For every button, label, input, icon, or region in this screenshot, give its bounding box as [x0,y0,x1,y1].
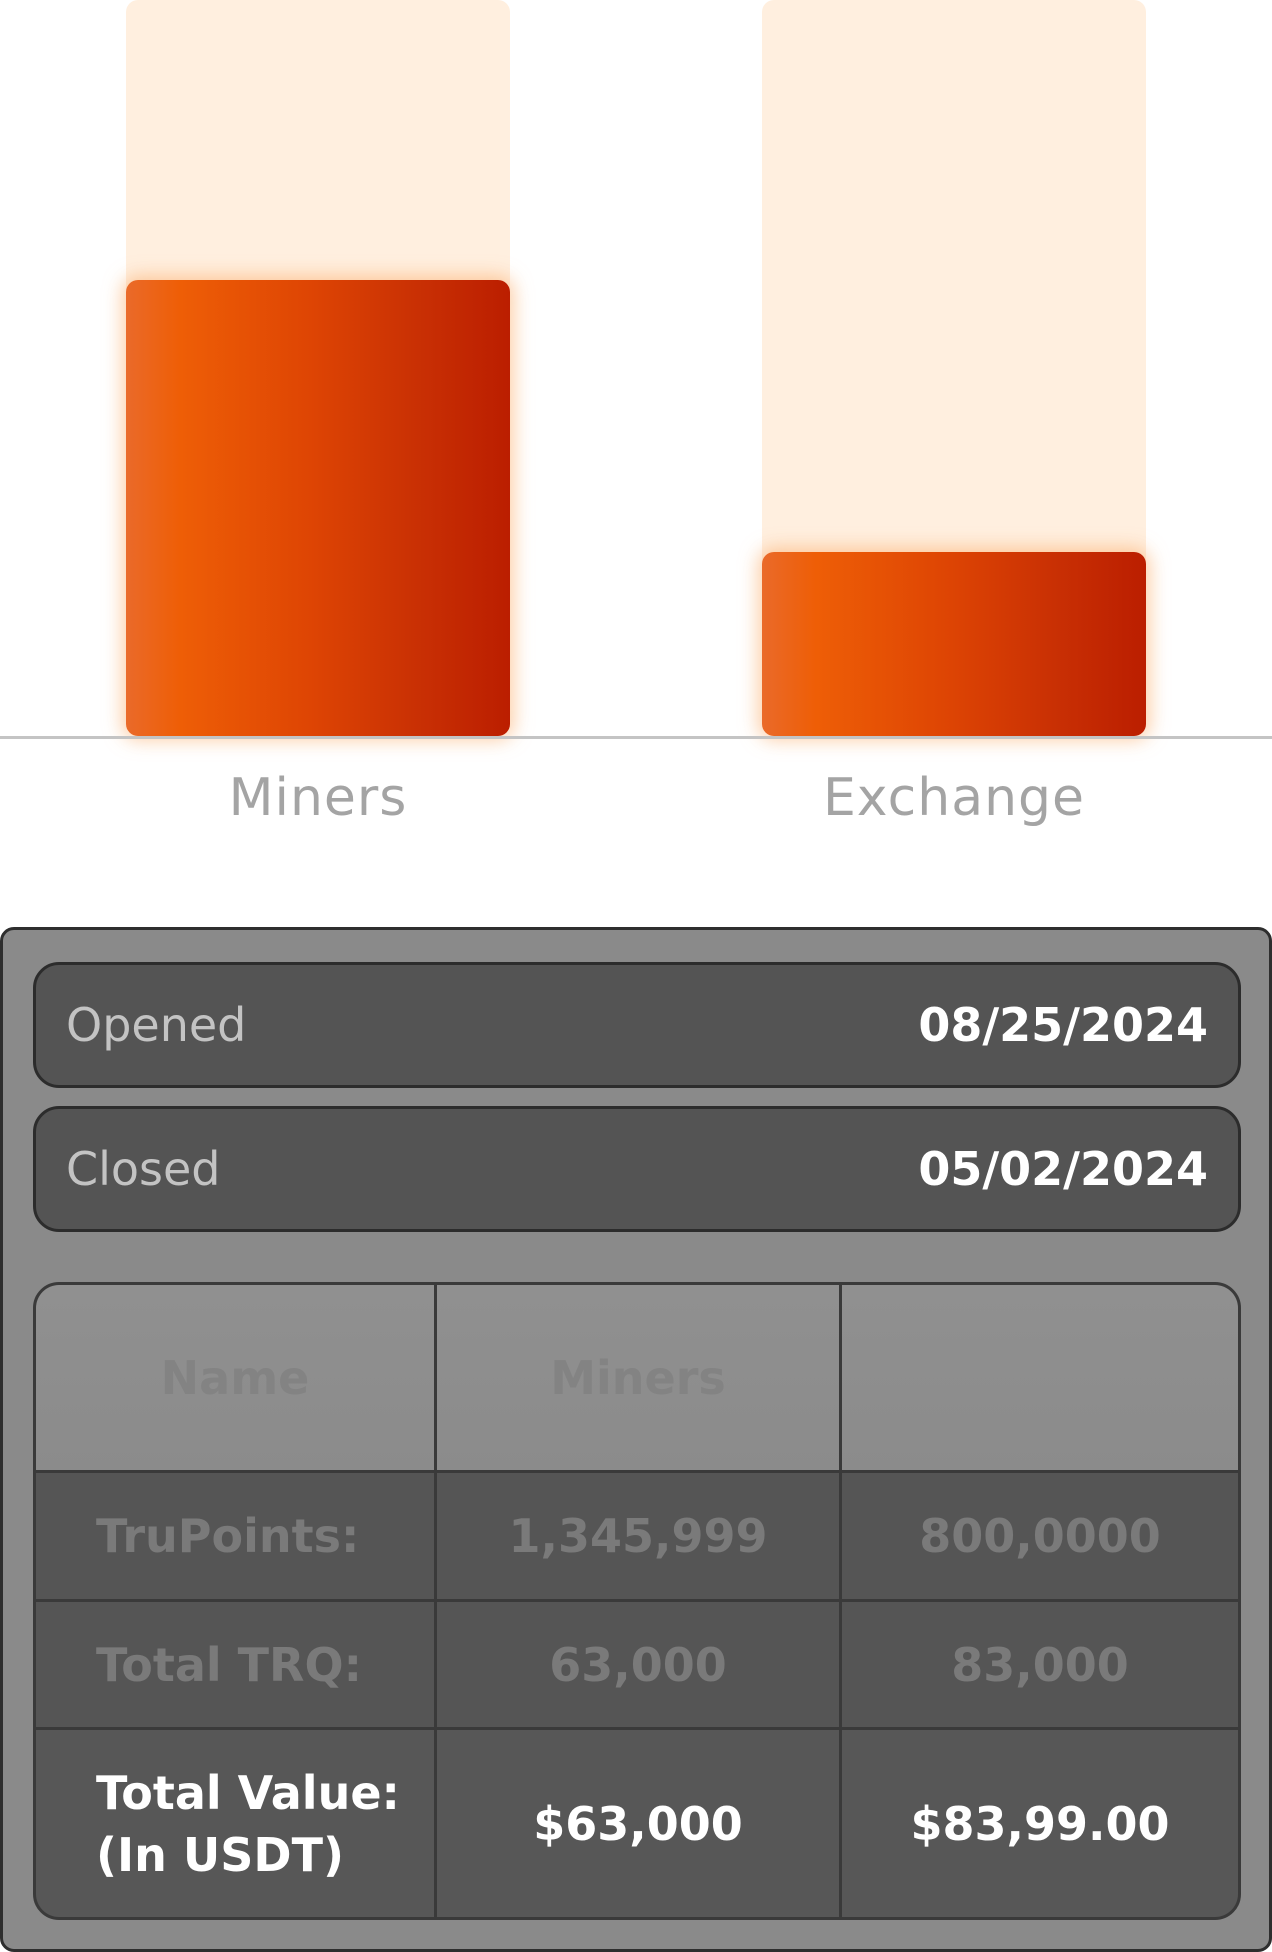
bar-chart: Miners Exchange [0,0,1272,860]
x-tick-label-miners: Miners [228,768,408,828]
closed-row: Closed 05/02/2024 [33,1106,1241,1232]
opened-label: Opened [66,998,247,1052]
bar-exchange [762,552,1146,736]
total-trq-miners: 63,000 [437,1602,839,1727]
opened-row: Opened 08/25/2024 [33,962,1241,1088]
summary-card: Opened 08/25/2024 Closed 05/02/2024 Name… [0,927,1272,1952]
closed-label: Closed [66,1142,221,1196]
table-row: TruPoints: 1,345,999 800,0000 [36,1473,1238,1599]
x-tick-label-exchange: Exchange [822,768,1086,828]
closed-date: 05/02/2024 [918,1142,1208,1196]
total-trq-exchange: 83,000 [842,1602,1238,1727]
row-label-trupoints: TruPoints: [36,1473,434,1599]
table-row: Total TRQ: 63,000 83,000 [36,1602,1238,1727]
opened-date: 08/25/2024 [918,998,1208,1052]
bar-miners [126,280,510,736]
header-miners: Miners [437,1285,839,1470]
total-value-label: Total Value: [96,1765,400,1820]
x-axis-line [0,736,1272,739]
total-value-unit: (In USDT) [96,1827,344,1882]
total-value-miners: $63,000 [437,1730,839,1917]
trupoints-miners: 1,345,999 [437,1473,839,1599]
trupoints-exchange: 800,0000 [842,1473,1238,1599]
row-label-total-value: Total Value: (In USDT) [36,1730,434,1917]
table-row-total: Total Value: (In USDT) $63,000 $83,99.00 [36,1730,1238,1917]
row-label-total-trq: Total TRQ: [36,1602,434,1727]
header-exchange [842,1285,1238,1470]
header-name: Name [36,1285,434,1470]
table-header-row: Name Miners [36,1285,1238,1470]
metrics-table: Name Miners TruPoints: 1,345,999 800,000… [33,1282,1241,1920]
total-value-exchange: $83,99.00 [842,1730,1238,1917]
